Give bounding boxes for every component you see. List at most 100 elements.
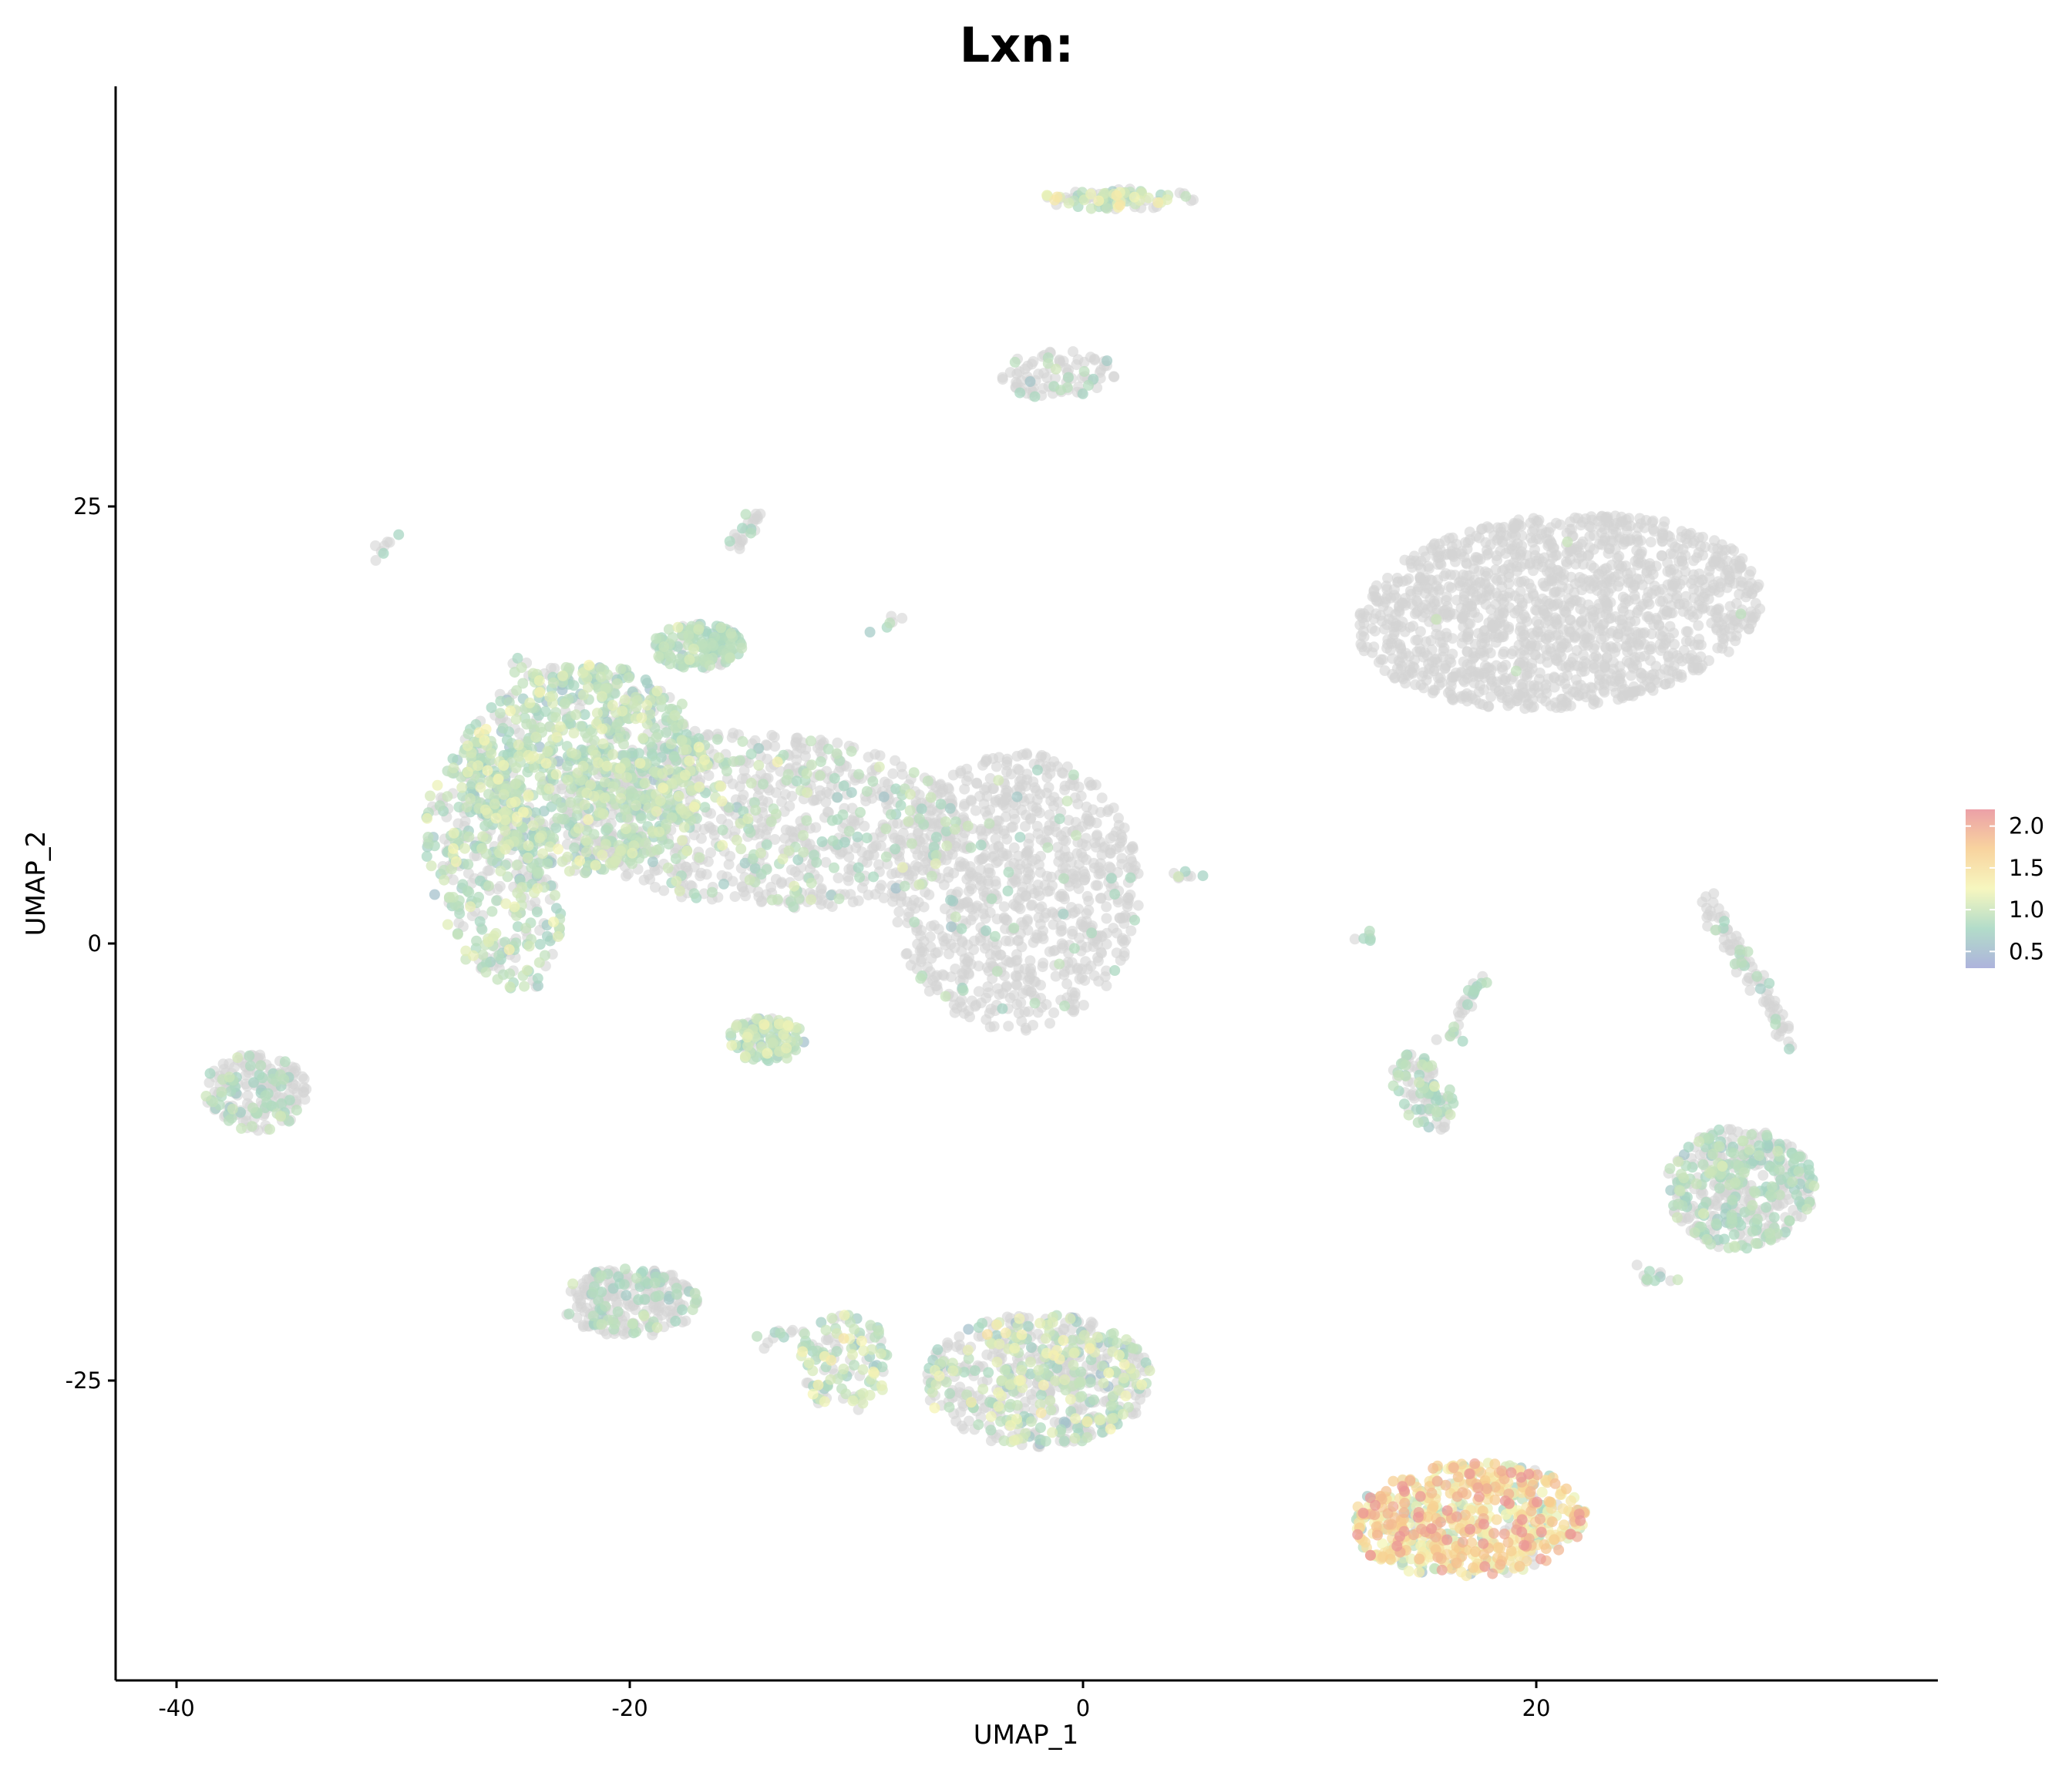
cell-point-c2 (959, 799, 970, 810)
cell-point-c1 (1623, 574, 1634, 585)
cell-point-c1 (1404, 585, 1416, 597)
cell-point-c2 (1044, 768, 1056, 779)
cell-point-c1 (1519, 703, 1531, 715)
cell-point-c1 (1462, 600, 1473, 612)
cell-point-c1 (1677, 655, 1688, 667)
cell-point-c1 (1676, 532, 1687, 543)
cell-point-c12 (680, 1315, 691, 1327)
cell-point-s4 (820, 1334, 832, 1346)
cell-point-c1 (1369, 625, 1381, 637)
cell-point-c1 (1605, 641, 1616, 652)
cell-point-c1 (1575, 679, 1586, 691)
cell-point-c2 (1049, 944, 1061, 956)
cell-point-c12 (621, 1290, 632, 1301)
cell-point-c1 (1527, 536, 1539, 548)
cell-point-c1 (1600, 674, 1612, 685)
cell-point-c1 (1432, 595, 1443, 607)
cell-point-c1 (1482, 550, 1492, 561)
cell-point-s1 (1718, 934, 1730, 945)
cell-point-c2 (893, 906, 905, 917)
cell-point-c2 (967, 910, 979, 922)
cell-point-c10 (958, 1423, 970, 1435)
cell-point-c2 (1118, 937, 1130, 948)
cell-point-c1 (1439, 535, 1451, 547)
cell-point-c1 (1516, 540, 1528, 552)
cell-point-s1 (1701, 912, 1713, 923)
cell-point-c1 (1542, 657, 1553, 668)
cell-point-c2 (950, 964, 961, 974)
cell-point-c1 (1561, 547, 1572, 559)
cell-point-c1 (1577, 536, 1589, 547)
cell-point-c2 (1047, 880, 1058, 891)
cell-point-c1 (1583, 549, 1595, 560)
cell-point-c1 (1637, 628, 1649, 640)
cell-point-c3 (779, 832, 791, 844)
cell-point-c2 (1122, 893, 1134, 904)
cell-point-c1 (1477, 668, 1488, 679)
cell-point-c2 (1009, 813, 1021, 825)
cell-point-c2 (971, 778, 983, 789)
cell-point-c1 (1632, 534, 1643, 546)
cell-point-c2 (1031, 785, 1042, 796)
cell-point-c1 (1663, 632, 1675, 644)
cell-point-c2 (1105, 863, 1116, 874)
cell-point-c1 (1483, 617, 1495, 628)
cell-point-c1 (1397, 597, 1408, 609)
cell-point-c15 (1068, 346, 1078, 358)
cell-point-c3 (810, 822, 822, 833)
cell-point-c1 (1482, 586, 1493, 597)
cell-point-c3 (695, 832, 707, 844)
cell-point-c2 (976, 875, 987, 886)
cell-point-c2 (1024, 832, 1035, 844)
cell-point-c1 (1626, 687, 1638, 698)
cell-point-c1 (1382, 573, 1394, 584)
cell-point-c1 (1707, 579, 1719, 590)
cell-point-c2 (1102, 806, 1113, 817)
cell-point-c1 (1546, 624, 1558, 635)
cell-point-c1 (1636, 672, 1647, 684)
cell-point-c2 (1014, 863, 1025, 875)
cell-point-c2 (1092, 955, 1104, 967)
cell-point-c1 (1385, 592, 1397, 604)
cell-point-c1 (1697, 574, 1708, 586)
cell-point-c10 (942, 1337, 954, 1348)
cell-point-c1 (1657, 596, 1668, 607)
cell-point-c2 (984, 1007, 995, 1019)
cell-point-c2 (1001, 833, 1013, 845)
cell-point-c3 (766, 729, 778, 741)
cell-point-c2 (1036, 901, 1048, 913)
cell-point-c3 (756, 816, 768, 828)
cell-point-c2 (1078, 852, 1089, 863)
cell-point-c1 (1404, 621, 1416, 633)
cell-point-c1 (1455, 666, 1467, 678)
cell-point-c2 (964, 1011, 975, 1023)
cell-point-c1 (1456, 693, 1468, 705)
cell-point-c2 (1073, 782, 1085, 792)
cell-point-c5 (429, 889, 440, 900)
cell-point-c1 (1697, 531, 1708, 543)
cell-point-c1 (1356, 641, 1367, 653)
cell-point-s8 (1631, 1260, 1643, 1271)
cell-point-c1 (1508, 645, 1519, 657)
cell-point-c1 (1527, 526, 1538, 537)
cell-point-c4 (641, 678, 653, 689)
cell-point-c2 (1060, 863, 1071, 874)
cell-point-c1 (1475, 523, 1487, 535)
cell-point-c2 (1095, 893, 1107, 903)
cell-point-c4 (703, 770, 715, 782)
cell-point-c2 (1031, 933, 1043, 944)
cell-point-c1 (1407, 668, 1418, 679)
cell-point-c2 (1069, 873, 1081, 885)
cell-point-c2 (980, 913, 991, 924)
cell-point-c1 (1556, 694, 1567, 705)
cell-point-c1 (1464, 570, 1475, 581)
cell-point-c1 (1728, 545, 1739, 557)
cell-point-c1 (1657, 529, 1668, 540)
cell-point-c3 (775, 878, 787, 890)
cell-point-c1 (1374, 610, 1386, 621)
cell-point-c2 (1075, 919, 1087, 930)
cell-point-c2 (1028, 1020, 1038, 1031)
cell-point-c2 (958, 858, 970, 870)
cell-point-c3 (878, 892, 890, 903)
cell-point-s2 (734, 543, 745, 554)
